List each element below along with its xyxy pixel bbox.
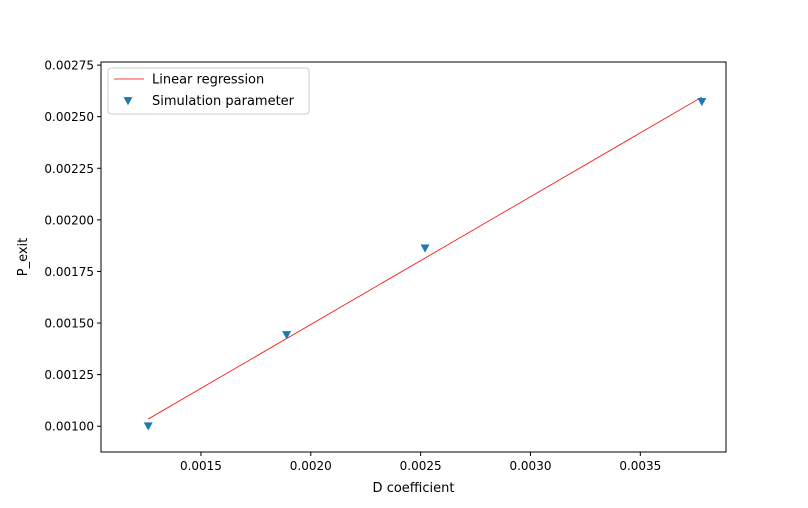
x-tick-label: 0.0035 xyxy=(619,459,661,473)
y-tick-label: 0.00225 xyxy=(44,162,94,176)
y-tick-label: 0.00275 xyxy=(44,59,94,73)
y-tick-label: 0.00250 xyxy=(44,110,94,124)
regression-line xyxy=(148,96,703,420)
legend-label-simulation-parameter: Simulation parameter xyxy=(152,94,295,109)
x-tick-label: 0.0030 xyxy=(509,459,551,473)
y-tick-label: 0.00150 xyxy=(44,317,94,331)
x-tick-label: 0.0025 xyxy=(400,459,442,473)
x-tick-label: 0.0020 xyxy=(290,459,332,473)
plot-area xyxy=(143,96,707,431)
y-axis-label: P_exit xyxy=(16,238,31,277)
y-tick-label: 0.00200 xyxy=(44,213,94,227)
data-point xyxy=(697,98,707,107)
y-tick-label: 0.00125 xyxy=(44,368,94,382)
x-axis: 0.0015 0.0020 0.0025 0.0030 0.0035 xyxy=(180,452,661,473)
x-tick-label: 0.0015 xyxy=(180,459,222,473)
y-tick-label: 0.00100 xyxy=(44,420,94,434)
legend-box xyxy=(107,67,310,115)
plot-frame xyxy=(100,61,727,453)
y-axis: 0.00100 0.00125 0.00150 0.00175 0.00200 0.002… xyxy=(44,59,101,434)
y-tick-label: 0.00175 xyxy=(44,265,94,279)
data-point xyxy=(282,331,292,340)
x-axis-label: D coefficient xyxy=(373,481,455,496)
data-point xyxy=(143,422,153,431)
legend-label-linear-regression: Linear regression xyxy=(152,73,264,88)
legend: Linear regression Simulation parameter xyxy=(107,67,310,115)
data-point xyxy=(420,244,430,253)
legend-marker-swatch xyxy=(123,97,133,106)
